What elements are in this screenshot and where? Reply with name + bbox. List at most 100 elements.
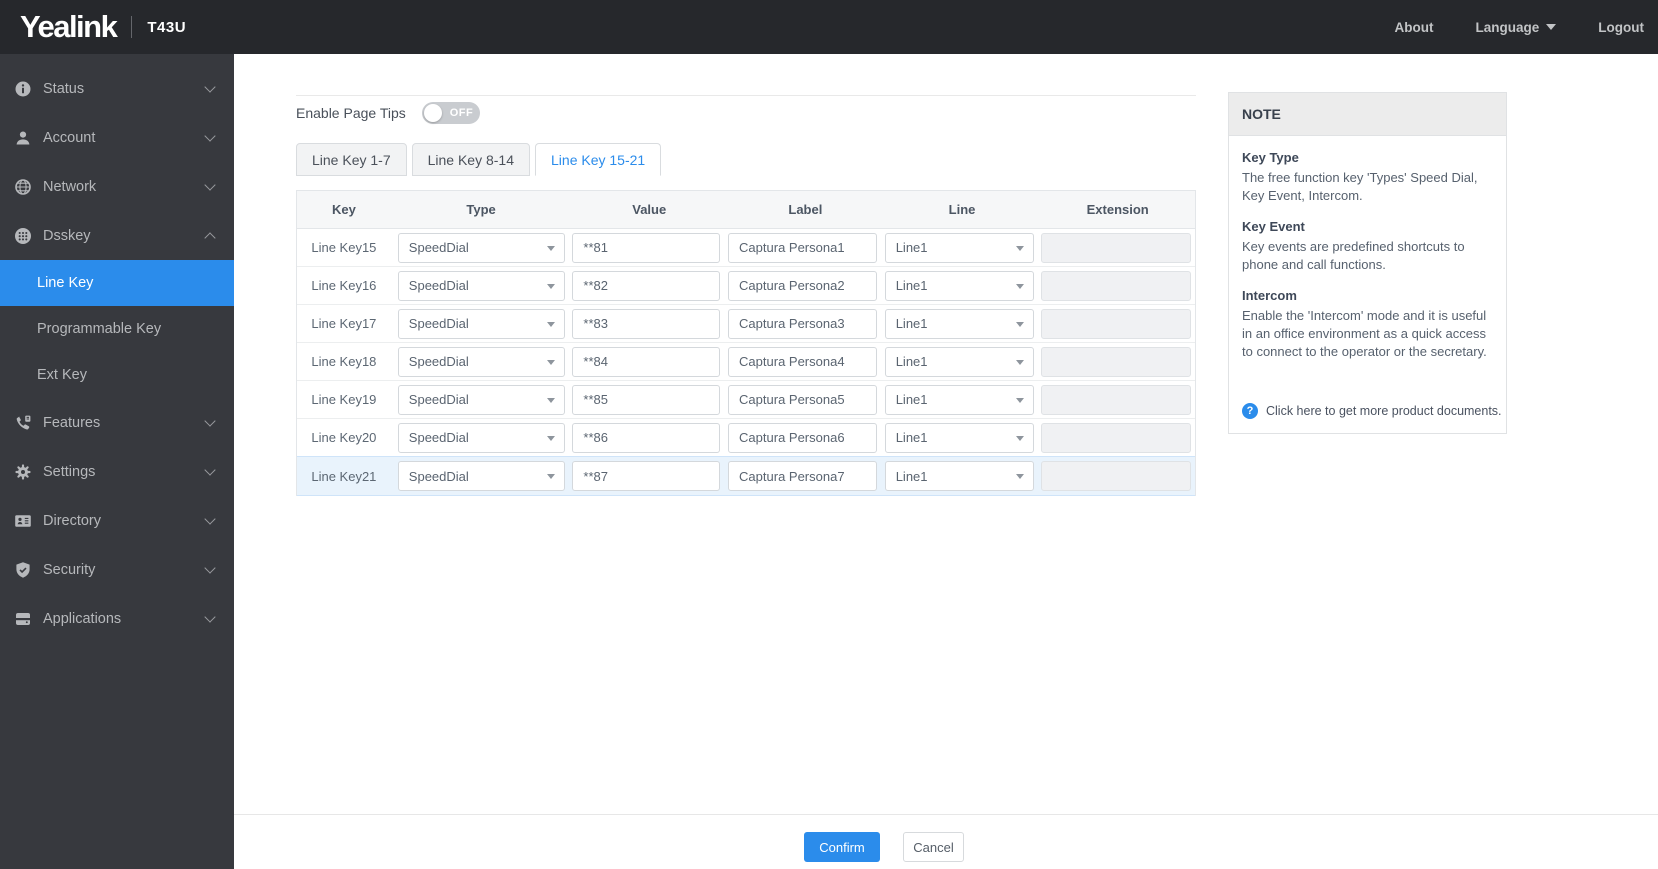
type-select[interactable]: SpeedDial — [397, 232, 565, 263]
note-section-body: Key events are predefined shortcuts to p… — [1242, 239, 1465, 272]
extension-input — [1041, 384, 1192, 415]
chevron-down-icon — [204, 610, 216, 623]
extension-cell — [1040, 232, 1195, 263]
sidebar-subitem-ext-key[interactable]: Ext Key — [0, 352, 234, 398]
sidebar-subitem-programmable-key[interactable]: Programmable Key — [0, 306, 234, 352]
sidebar-item-network[interactable]: Network — [0, 162, 234, 211]
type-select[interactable]: SpeedDial — [397, 384, 565, 415]
line-select[interactable]: Line1 — [884, 346, 1034, 377]
chevron-down-icon — [204, 178, 216, 191]
content-top-divider — [296, 95, 1196, 96]
phone-icon — [14, 414, 32, 432]
tab-line-key-8-14[interactable]: Line Key 8-14 — [411, 143, 531, 176]
row-key-label: Line Key17 — [311, 316, 377, 331]
sidebar-item-security[interactable]: Security — [0, 545, 234, 594]
value-input[interactable] — [572, 346, 721, 377]
sidebar-item-account[interactable]: Account — [0, 113, 234, 162]
table-row: Line Key21 SpeedDial Line1 — [297, 457, 1195, 495]
type-select[interactable]: SpeedDial — [397, 461, 565, 491]
sidebar-item-applications[interactable]: Applications — [0, 594, 234, 643]
tab-label: Line Key 15-21 — [551, 151, 646, 168]
line-select[interactable]: Line1 — [884, 461, 1034, 491]
page-tips-row: Enable Page Tips OFF — [296, 102, 480, 124]
sidebar-item-label: Directory — [43, 512, 102, 529]
type-select-value: SpeedDial — [408, 278, 469, 293]
extension-cell — [1040, 384, 1195, 415]
chevron-down-icon — [204, 561, 216, 574]
label-input[interactable] — [728, 308, 878, 339]
label-input[interactable] — [728, 384, 878, 415]
tab-line-key-15-21[interactable]: Line Key 15-21 — [535, 143, 662, 176]
table-row: Line Key18 SpeedDial Line1 — [297, 343, 1195, 381]
confirm-button[interactable]: Confirm — [804, 832, 880, 862]
type-cell: SpeedDial — [391, 232, 572, 263]
topbar-link-about[interactable]: About — [1395, 20, 1434, 35]
value-input[interactable] — [572, 461, 721, 491]
type-cell: SpeedDial — [391, 308, 572, 339]
label-input[interactable] — [728, 270, 878, 301]
sidebar-item-status[interactable]: Status — [0, 64, 234, 113]
value-input[interactable] — [572, 270, 721, 301]
row-key-label: Line Key18 — [311, 354, 377, 369]
value-input[interactable] — [572, 384, 721, 415]
topbar: Yealink T43U About Language Logout — [0, 0, 1658, 54]
info-icon — [14, 80, 32, 98]
type-cell: SpeedDial — [391, 346, 572, 377]
type-select[interactable]: SpeedDial — [397, 422, 565, 453]
type-select-value: SpeedDial — [408, 468, 469, 484]
note-panel: NOTE Key Type The free function key 'Type… — [1228, 92, 1507, 434]
value-input[interactable] — [572, 422, 721, 453]
topbar-link-language[interactable]: Language — [1476, 20, 1557, 35]
yealink-logo: Yealink — [20, 9, 118, 44]
value-input[interactable] — [572, 308, 721, 339]
value-input[interactable] — [572, 232, 721, 263]
type-select[interactable]: SpeedDial — [397, 308, 565, 339]
chevron-down-icon — [1015, 245, 1024, 251]
type-select[interactable]: SpeedDial — [397, 346, 565, 377]
table-header-value: Value — [632, 202, 667, 217]
sidebar-subitem-line-key[interactable]: Line Key — [0, 260, 234, 306]
topbar-links: About Language Logout — [1353, 20, 1658, 35]
type-select-value: SpeedDial — [408, 316, 469, 331]
chevron-down-icon — [204, 80, 216, 93]
user-icon — [14, 129, 32, 147]
label-input[interactable] — [728, 422, 878, 453]
type-cell: SpeedDial — [391, 422, 572, 453]
sidebar-item-dsskey[interactable]: Dsskey — [0, 211, 234, 260]
topbar-link-logout[interactable]: Logout — [1598, 20, 1644, 35]
sidebar-item-label: Network — [43, 178, 97, 195]
question-icon[interactable]: ? — [1242, 403, 1258, 419]
value-cell — [571, 461, 727, 491]
table-body: Line Key15 SpeedDial Line1 Line Key16 SpeedD… — [297, 229, 1195, 495]
drive-icon — [14, 610, 32, 628]
line-select[interactable]: Line1 — [884, 422, 1034, 453]
topbar-link-label: Language — [1475, 19, 1540, 35]
label-input[interactable] — [728, 346, 878, 377]
table-header-key: Key — [331, 202, 356, 217]
row-key-label: Line Key16 — [311, 278, 377, 293]
line-select[interactable]: Line1 — [884, 270, 1034, 301]
type-select[interactable]: SpeedDial — [397, 270, 565, 301]
cancel-button[interactable]: Cancel — [903, 832, 964, 862]
sidebar-item-settings[interactable]: Settings — [0, 447, 234, 496]
keypad-icon — [14, 227, 32, 245]
page-tips-toggle[interactable]: OFF — [421, 102, 480, 124]
chevron-down-icon — [204, 129, 216, 142]
chevron-down-icon — [546, 359, 555, 365]
value-cell — [571, 308, 727, 339]
chevron-down-icon — [546, 397, 555, 403]
footer-actions: Confirm Cancel — [804, 832, 964, 862]
line-select[interactable]: Line1 — [884, 308, 1034, 339]
note-title: NOTE — [1229, 93, 1506, 136]
value-cell — [571, 270, 727, 301]
line-key-table: Key Type Value Label Line Extension Line Key1… — [296, 190, 1196, 496]
sidebar-item-directory[interactable]: Directory — [0, 496, 234, 545]
line-select[interactable]: Line1 — [884, 384, 1034, 415]
line-select[interactable]: Line1 — [884, 232, 1034, 263]
extension-input — [1041, 346, 1192, 377]
label-input[interactable] — [728, 461, 878, 491]
label-input[interactable] — [728, 232, 878, 263]
sidebar-item-features[interactable]: Features — [0, 398, 234, 447]
help-link[interactable]: Click here to get more product documents… — [1266, 404, 1502, 418]
tab-line-key-1-7[interactable]: Line Key 1-7 — [296, 143, 407, 176]
